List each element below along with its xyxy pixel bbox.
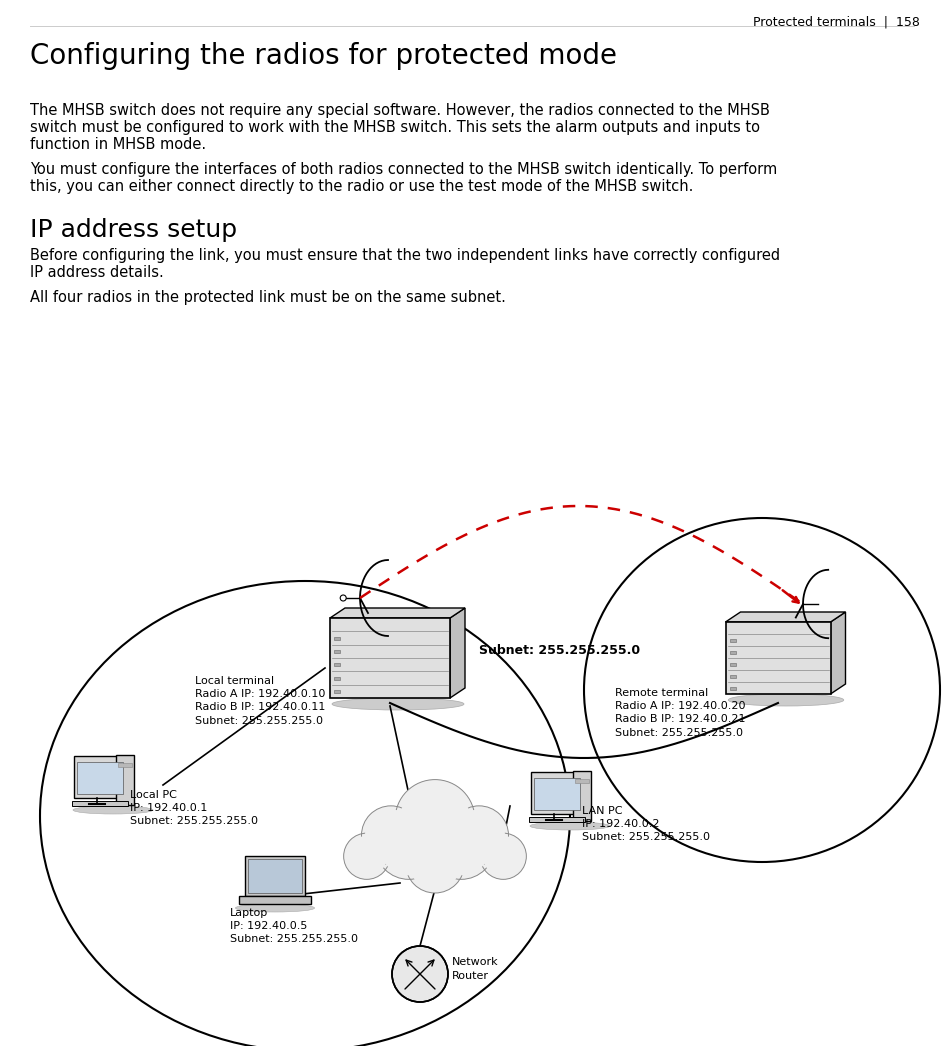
Circle shape [453, 810, 505, 861]
FancyBboxPatch shape [573, 771, 591, 821]
Polygon shape [450, 608, 465, 698]
Circle shape [400, 784, 470, 855]
FancyBboxPatch shape [730, 638, 735, 641]
FancyBboxPatch shape [77, 761, 124, 794]
Circle shape [340, 595, 346, 601]
FancyBboxPatch shape [534, 778, 581, 810]
Circle shape [379, 816, 438, 876]
Text: function in MHSB mode.: function in MHSB mode. [30, 137, 206, 152]
Circle shape [406, 835, 464, 893]
FancyBboxPatch shape [245, 856, 305, 896]
Circle shape [480, 834, 527, 880]
Ellipse shape [235, 904, 314, 912]
Ellipse shape [73, 806, 153, 814]
Circle shape [396, 779, 475, 860]
FancyBboxPatch shape [726, 622, 831, 693]
Text: The MHSB switch does not require any special software. However, the radios conne: The MHSB switch does not require any spe… [30, 103, 770, 118]
Text: Network
Router: Network Router [452, 957, 498, 980]
FancyBboxPatch shape [531, 772, 583, 814]
FancyBboxPatch shape [116, 755, 134, 805]
FancyBboxPatch shape [530, 817, 585, 822]
FancyBboxPatch shape [334, 637, 340, 639]
FancyBboxPatch shape [334, 689, 340, 692]
Polygon shape [726, 612, 846, 622]
Circle shape [392, 946, 448, 1002]
FancyBboxPatch shape [730, 675, 735, 678]
FancyBboxPatch shape [330, 618, 450, 698]
FancyBboxPatch shape [118, 763, 132, 767]
Polygon shape [831, 612, 846, 693]
Text: IP address setup: IP address setup [30, 218, 237, 242]
Text: Configuring the radios for protected mode: Configuring the radios for protected mod… [30, 42, 617, 70]
Circle shape [483, 836, 524, 877]
FancyBboxPatch shape [334, 677, 340, 680]
Ellipse shape [728, 693, 844, 706]
Text: this, you can either connect directly to the radio or use the test mode of the M: this, you can either connect directly to… [30, 179, 694, 194]
FancyBboxPatch shape [730, 662, 735, 665]
Text: Local terminal
Radio A IP: 192.40.0.10
Radio B IP: 192.40.0.11
Subnet: 255.255.2: Local terminal Radio A IP: 192.40.0.10 R… [195, 676, 326, 726]
Text: Laptop
IP: 192.40.0.5
Subnet: 255.255.255.0: Laptop IP: 192.40.0.5 Subnet: 255.255.25… [230, 908, 358, 945]
Circle shape [409, 838, 461, 889]
Circle shape [431, 816, 491, 876]
Ellipse shape [530, 822, 610, 829]
FancyBboxPatch shape [575, 779, 589, 783]
Circle shape [365, 810, 416, 861]
Text: IP address details.: IP address details. [30, 265, 163, 280]
Polygon shape [330, 608, 465, 618]
Circle shape [346, 836, 387, 877]
Text: switch must be configured to work with the MHSB switch. This sets the alarm outp: switch must be configured to work with t… [30, 120, 760, 135]
FancyBboxPatch shape [334, 663, 340, 666]
Text: Remote terminal
Radio A IP: 192.40.0.20
Radio B IP: 192.40.0.21
Subnet: 255.255.: Remote terminal Radio A IP: 192.40.0.20 … [615, 688, 746, 737]
FancyBboxPatch shape [239, 896, 311, 904]
Circle shape [449, 805, 509, 865]
Text: Local PC
IP: 192.40.0.1
Subnet: 255.255.255.0: Local PC IP: 192.40.0.1 Subnet: 255.255.… [130, 790, 258, 826]
Circle shape [344, 834, 390, 880]
Text: Subnet: 255.255.255.0: Subnet: 255.255.255.0 [480, 644, 641, 658]
Text: Before configuring the link, you must ensure that the two independent links have: Before configuring the link, you must en… [30, 248, 780, 263]
Ellipse shape [332, 698, 464, 710]
Text: Protected terminals  |  158: Protected terminals | 158 [753, 15, 920, 28]
FancyBboxPatch shape [334, 650, 340, 653]
Circle shape [428, 812, 495, 880]
Text: All four radios in the protected link must be on the same subnet.: All four radios in the protected link mu… [30, 290, 506, 305]
Text: LAN PC
IP: 192.40.0.2
Subnet: 255.255.255.0: LAN PC IP: 192.40.0.2 Subnet: 255.255.25… [582, 806, 710, 842]
Text: You must configure the interfaces of both radios connected to the MHSB switch id: You must configure the interfaces of bot… [30, 162, 777, 177]
FancyBboxPatch shape [72, 801, 128, 806]
Circle shape [362, 805, 420, 865]
FancyBboxPatch shape [75, 756, 126, 798]
FancyBboxPatch shape [730, 651, 735, 654]
FancyBboxPatch shape [730, 686, 735, 689]
FancyBboxPatch shape [248, 859, 302, 893]
Circle shape [375, 812, 443, 880]
